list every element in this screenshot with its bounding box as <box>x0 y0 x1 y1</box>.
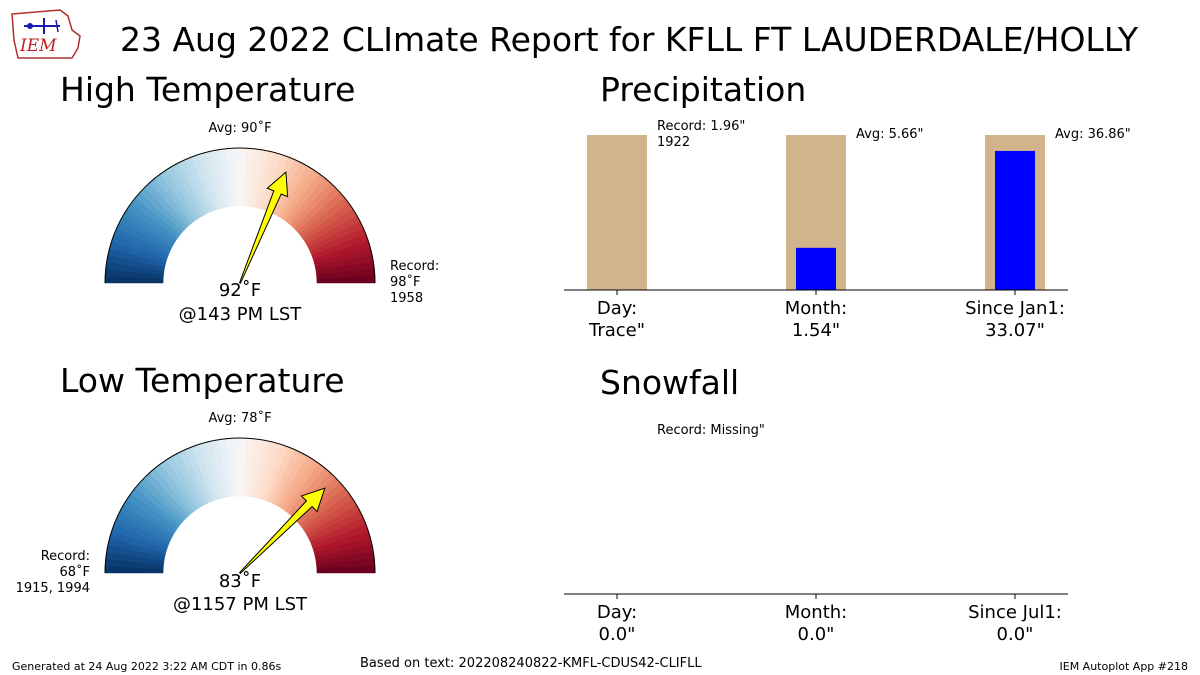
high-temp-record-label: Record: 98˚F 1958 <box>390 259 439 307</box>
snow-tick-line1: Day: <box>596 602 638 623</box>
precip-month-avg-label: Avg: 5.66" <box>856 127 924 142</box>
page-title: 23 Aug 2022 CLImate Report for KFLL FT L… <box>120 20 1138 59</box>
svg-text:IEM: IEM <box>19 36 57 56</box>
gauge-arrow <box>238 171 289 284</box>
snow-tick-label: Since Jul1: 0.0" <box>945 602 1085 646</box>
precip-tick-line2: Trace" <box>588 320 646 341</box>
precip-tick-label: Day: Trace" <box>557 298 677 342</box>
precip-day-record-label: Record: 1.96" <box>657 119 746 134</box>
footer-generated: Generated at 24 Aug 2022 3:22 AM CDT in … <box>12 660 282 673</box>
precip-observed-bar <box>796 247 836 290</box>
footer-source: Based on text: 202208240822-KMFL-CDUS42-… <box>360 656 702 671</box>
gauge-outline <box>104 147 376 284</box>
low-temp-record-line: 68˚F <box>59 565 90 580</box>
low-temp-record-label: Record: 68˚F 1915, 1994 <box>0 549 90 597</box>
low-temp-value-label: 83˚F <box>218 571 262 592</box>
precip-observed-bar <box>995 150 1035 290</box>
snow-tick-line1: Month: <box>784 602 848 623</box>
precip-reference-bar <box>587 135 647 290</box>
gauge-outline <box>104 437 376 574</box>
precip-year-avg-label: Avg: 36.86" <box>1055 127 1131 142</box>
precip-tick-label: Since Jan1: 33.07" <box>945 298 1085 342</box>
snow-tick-label: Day: 0.0" <box>557 602 677 646</box>
snow-tick-line1: Since Jul1: <box>968 602 1062 623</box>
snow-record-label: Record: Missing" <box>657 423 765 438</box>
snow-title: Snowfall <box>600 363 740 402</box>
low-temperature-gauge <box>104 437 376 575</box>
precip-tick-line1: Month: <box>784 298 848 319</box>
snow-tick-label: Month: 0.0" <box>756 602 876 646</box>
low-temp-record-line: 1915, 1994 <box>15 581 90 596</box>
high-temp-time-label: @143 PM LST <box>178 304 302 325</box>
precip-tick-line1: Since Jan1: <box>965 298 1065 319</box>
precipitation-chart <box>564 135 1068 295</box>
snow-tick-line2: 0.0" <box>996 624 1034 645</box>
snow-tick-line2: 0.0" <box>797 624 835 645</box>
footer-app: IEM Autoplot App #218 <box>1059 660 1189 673</box>
snow-tick-line2: 0.0" <box>598 624 636 645</box>
snowfall-chart <box>564 593 1068 599</box>
precip-tick-line2: 33.07" <box>985 320 1045 341</box>
high-temp-record-line: Record: <box>390 259 440 274</box>
high-temp-record-line: 98˚F <box>390 275 421 290</box>
precip-tick-label: Month: 1.54" <box>756 298 876 342</box>
high-temp-avg-label: Avg: 90˚F <box>208 121 272 136</box>
low-temp-time-label: @1157 PM LST <box>172 594 308 615</box>
high-temp-title: High Temperature <box>60 70 356 109</box>
high-temp-record-line: 1958 <box>390 291 424 306</box>
gauge-arrow <box>238 487 326 575</box>
low-temp-record-line: Record: <box>40 549 90 564</box>
precip-tick-line2: 1.54" <box>791 320 841 341</box>
precip-title: Precipitation <box>600 70 807 109</box>
iem-logo: IEM <box>11 9 81 59</box>
low-temp-title: Low Temperature <box>60 361 345 400</box>
high-temp-value-label: 92˚F <box>218 280 262 301</box>
precip-day-record-year: 1922 <box>657 135 691 150</box>
high-temperature-gauge <box>104 147 376 284</box>
precip-tick-line1: Day: <box>596 298 638 319</box>
low-temp-avg-label: Avg: 78˚F <box>208 411 272 426</box>
